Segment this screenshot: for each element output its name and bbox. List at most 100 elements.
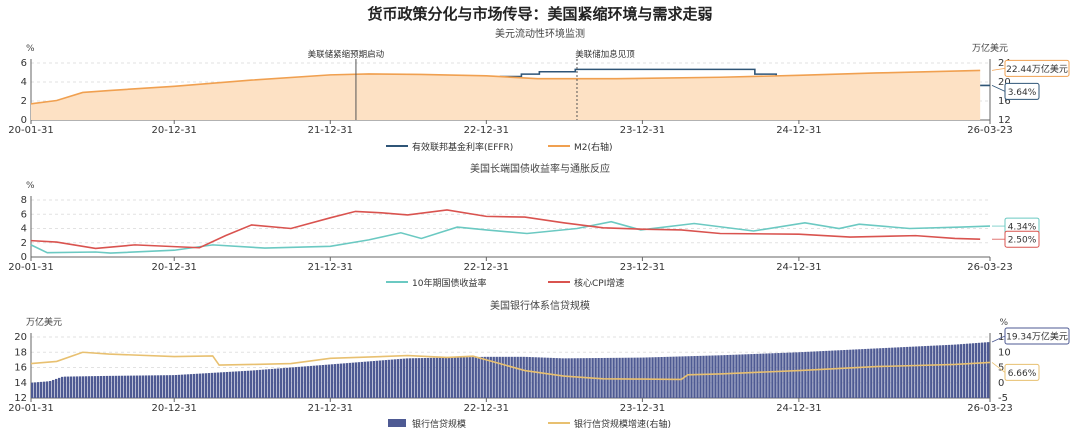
end-label-leader	[991, 68, 1006, 71]
credit-bar	[309, 365, 313, 398]
credit-bar	[873, 348, 876, 398]
credit-bar	[234, 371, 238, 398]
end-label-leader	[991, 362, 1006, 373]
credit-bar	[945, 345, 948, 398]
x-tick-label: 26-03-23	[967, 262, 1012, 273]
credit-bar	[933, 345, 936, 398]
end-label-box	[1004, 327, 1070, 345]
y-tick-label-left: 0	[21, 115, 27, 126]
credit-bar	[546, 357, 549, 398]
credit-bar	[66, 376, 70, 398]
credit-bar	[825, 350, 828, 398]
credit-bar	[42, 381, 46, 398]
y-tick-label-right: 24	[998, 58, 1011, 69]
credit-bar	[858, 349, 861, 398]
credit-bar	[675, 356, 678, 398]
credit-bar	[498, 356, 501, 398]
credit-bar	[252, 370, 256, 398]
y-tick-label-left: 16	[14, 363, 27, 374]
credit-bar	[786, 352, 789, 398]
credit-bar	[822, 351, 825, 398]
credit-bar	[354, 362, 358, 398]
credit-bar	[300, 366, 304, 398]
credit-bar	[87, 376, 91, 398]
credit-bar	[705, 355, 708, 398]
credit-bar	[312, 365, 316, 398]
credit-bar	[879, 348, 882, 398]
credit-bar	[150, 375, 154, 398]
credit-bar	[255, 370, 259, 398]
series-line-2	[30, 209, 981, 250]
credit-bar	[249, 370, 253, 398]
credit-bar	[846, 349, 849, 398]
credit-bar	[516, 356, 519, 398]
credit-bar	[99, 376, 103, 398]
credit-bar	[774, 353, 777, 398]
credit-bar	[657, 357, 660, 398]
credit-bar	[225, 371, 229, 398]
credit-bar	[210, 372, 214, 398]
credit-bar	[405, 358, 409, 398]
credit-bar	[33, 382, 37, 398]
x-tick-label: 22-12-31	[464, 125, 509, 136]
credit-bar	[777, 353, 780, 398]
credit-bar	[381, 360, 385, 398]
credit-bar	[246, 370, 250, 398]
x-tick-label: 23-12-31	[620, 262, 665, 273]
credit-bar	[138, 375, 142, 398]
credit-bar	[915, 346, 918, 398]
y-tick-label-right: 10	[998, 347, 1011, 358]
credit-bar	[681, 356, 684, 398]
legend-label: M2(右轴)	[574, 141, 613, 153]
credit-bar	[972, 343, 975, 398]
credit-bar	[192, 373, 196, 398]
credit-bar	[885, 347, 888, 398]
credit-bar	[966, 343, 969, 398]
legend-label: 银行信贷规模增速(右轴)	[574, 418, 671, 430]
credit-bar	[648, 357, 651, 398]
credit-bar	[960, 344, 963, 398]
credit-bar	[303, 366, 307, 398]
credit-bar	[828, 350, 831, 398]
credit-bar	[231, 371, 235, 398]
credit-bar	[432, 357, 435, 398]
x-tick-label: 26-03-23	[967, 125, 1012, 136]
legend-label: 核心CPI增速	[574, 277, 624, 289]
credit-bar	[639, 357, 642, 398]
credit-bar	[189, 374, 193, 398]
credit-bar	[783, 352, 786, 398]
y-axis-unit-left: %	[26, 44, 35, 54]
credit-bar	[903, 347, 906, 398]
x-tick-label: 22-12-31	[464, 262, 509, 273]
credit-bar	[441, 357, 444, 398]
credit-bar	[843, 349, 846, 398]
credit-bar	[633, 357, 636, 398]
end-label-leader	[991, 335, 1006, 343]
credit-bar	[669, 356, 672, 398]
credit-bar	[489, 356, 492, 398]
credit-bar	[444, 357, 447, 398]
y-tick-label-left: 4	[21, 77, 27, 88]
x-tick-label: 23-12-31	[620, 403, 665, 414]
annotation-label: 美联储加息见顶	[575, 49, 635, 60]
credit-bar	[54, 378, 58, 398]
credit-bar	[921, 346, 924, 398]
y-axis-unit-left: 万亿美元	[26, 316, 62, 328]
credit-bar	[867, 348, 870, 398]
credit-bar	[735, 354, 738, 398]
credit-bar	[561, 358, 564, 398]
credit-bar	[720, 355, 723, 398]
credit-bar	[402, 358, 406, 398]
credit-bar	[963, 343, 966, 398]
credit-bar	[156, 375, 160, 398]
credit-bar	[438, 357, 441, 398]
x-tick-label: 22-12-31	[464, 403, 509, 414]
end-label-text: 19.34万亿美元	[1006, 331, 1068, 343]
credit-bar	[519, 356, 522, 398]
credit-bar	[114, 375, 118, 398]
panel-2-title: 美国长端国债收益率与通胀反应	[470, 162, 610, 175]
end-label-box	[1004, 363, 1040, 381]
credit-bar	[939, 345, 942, 398]
credit-bar	[471, 357, 474, 398]
credit-bar	[378, 360, 382, 398]
